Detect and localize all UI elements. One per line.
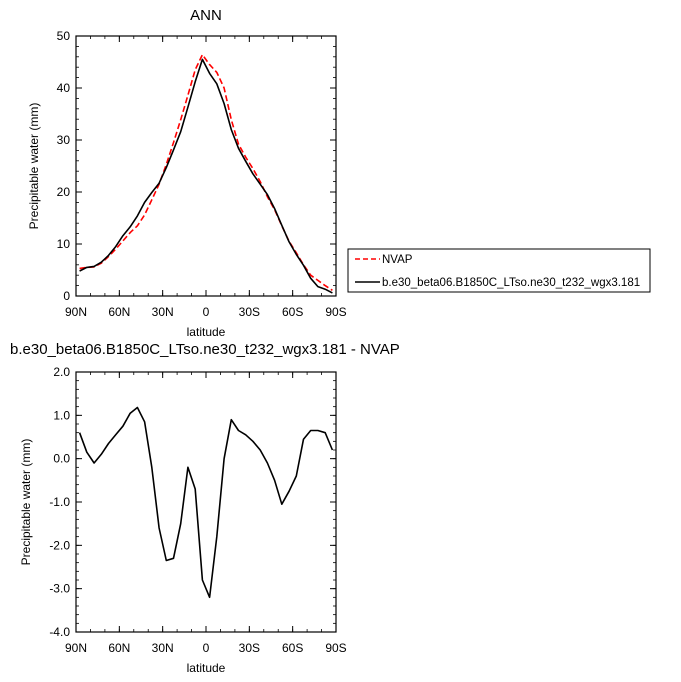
x-tick-label: 60S (282, 641, 303, 655)
y-tick-label: -1.0 (49, 495, 70, 509)
top-chart-x-axis-label: latitude (187, 325, 226, 339)
bottom-chart-y-axis-label: Precipitable water (mm) (19, 439, 33, 566)
y-tick-label: -4.0 (49, 625, 70, 639)
top-chart-y-axis-label: Precipitable water (mm) (27, 103, 41, 230)
y-tick-label: 20 (57, 185, 71, 199)
y-tick-label: 1.0 (53, 408, 70, 422)
series-line-0-1 (79, 58, 333, 294)
series-line-0-0 (79, 53, 333, 291)
plot-frame (75, 371, 337, 633)
top-chart-plot-area: 0 10 20 30 40 50 90N 60N 30N 0 30S 60S 90S (57, 29, 347, 319)
bottom-chart-panel: b.e30_beta06.B1850C_LTso.ne30_t232_wgx3.… (10, 341, 400, 675)
top-chart-panel: ANN Precipitable water (mm) latitude 0 10… (27, 7, 347, 339)
bottom-chart-plot-area: 2.0 1.0 0.0 -1.0 -2.0 -3.0 -4.0 90N 60N 30N 0 30S 60… (49, 365, 346, 655)
y-tick-label: -2.0 (49, 538, 70, 552)
x-tick-label: 60N (108, 305, 130, 319)
y-tick-label: 0.0 (53, 452, 70, 466)
y-tick-label: 50 (57, 29, 71, 43)
y-tick-label: 30 (57, 133, 71, 147)
x-tick-label: 30S (239, 305, 260, 319)
x-tick-label: 90S (325, 305, 346, 319)
y-tick-label: -3.0 (49, 582, 70, 596)
plot-frame (75, 35, 337, 297)
y-tick-label: 40 (57, 81, 71, 95)
x-tick-label: 30N (152, 641, 174, 655)
top-chart-title: ANN (190, 7, 222, 24)
legend-label-model: b.e30_beta06.B1850C_LTso.ne30_t232_wgx3.… (382, 277, 640, 289)
x-tick-label: 90N (65, 641, 87, 655)
x-tick-label: 30N (152, 305, 174, 319)
y-tick-label: 2.0 (53, 365, 70, 379)
x-tick-label: 0 (203, 641, 210, 655)
x-tick-label: 60S (282, 305, 303, 319)
x-tick-label: 60N (108, 641, 130, 655)
x-tick-label: 90N (65, 305, 87, 319)
series-line-1-0 (78, 406, 334, 599)
y-tick-label: 0 (63, 289, 70, 303)
bottom-chart-x-axis-label: latitude (187, 661, 226, 675)
legend-label-nvap: NVAP (382, 254, 413, 266)
x-tick-label: 30S (239, 641, 260, 655)
x-tick-label: 90S (325, 641, 346, 655)
top-chart-legend: NVAP b.e30_beta06.B1850C_LTso.ne30_t232_… (347, 248, 651, 293)
y-tick-label: 10 (57, 237, 71, 251)
bottom-chart-title: b.e30_beta06.B1850C_LTso.ne30_t232_wgx3.… (10, 341, 400, 358)
legend-frame (347, 248, 651, 293)
x-tick-label: 0 (203, 305, 210, 319)
